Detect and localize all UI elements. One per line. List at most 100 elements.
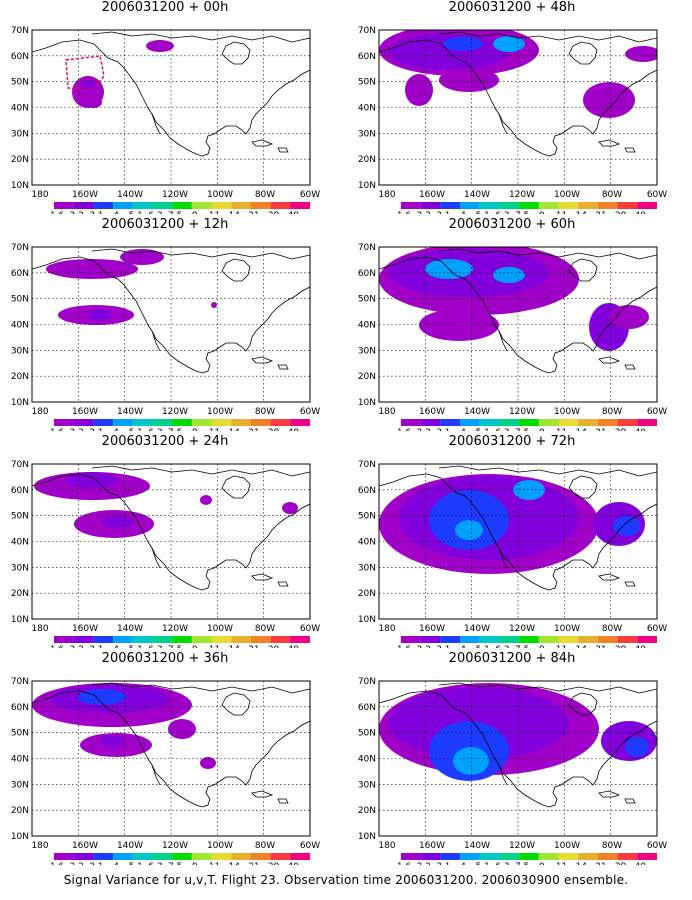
map-frame xyxy=(378,680,658,837)
map-panel: 2006031200 + 84h 70N 60N 50N 40N 30N 20N 10N 180… xyxy=(347,651,677,865)
colorbar-label: 3.1 xyxy=(89,428,103,431)
y-tick-label: 70N xyxy=(11,243,29,253)
colorbar-label: 1.6 xyxy=(50,428,65,431)
colorbar: 1.6 2.2 3.1 4 5.1 6.3 7.5 9 11 14 21 29 40 xyxy=(50,202,310,214)
coastline xyxy=(379,256,562,374)
colorbar-swatch xyxy=(211,636,232,643)
x-tick-label: 60W xyxy=(300,190,320,200)
colorbar-label: 4 xyxy=(113,211,119,214)
y-tick-label: 30N xyxy=(11,780,29,790)
x-tick-label: 160W xyxy=(419,190,445,200)
colorbar-label: 5.1 xyxy=(476,211,490,214)
coastline xyxy=(379,690,562,808)
y-tick-label: 70N xyxy=(358,243,376,253)
colorbar-swatch xyxy=(211,202,232,209)
coastline xyxy=(379,473,562,591)
y-tick-label: 50N xyxy=(11,729,29,739)
colorbar-label: 3.1 xyxy=(436,211,450,214)
colorbar-swatch xyxy=(211,419,232,426)
colorbar-swatch xyxy=(578,636,598,643)
y-tick-label: 50N xyxy=(11,295,29,305)
colorbar-label: 14 xyxy=(576,211,588,214)
colorbar-label: 4 xyxy=(460,428,466,431)
coastline xyxy=(213,286,310,352)
colorbar-label: 9 xyxy=(192,862,198,865)
coastline xyxy=(221,692,251,716)
colorbar-swatch xyxy=(270,636,291,643)
coastline xyxy=(568,692,598,716)
coastline xyxy=(438,31,657,43)
coastline xyxy=(498,113,508,135)
coastline xyxy=(598,573,621,581)
y-tick-label: 20N xyxy=(358,806,376,816)
colorbar-label: 5.1 xyxy=(476,862,490,865)
colorbar-label: 2.2 xyxy=(70,428,84,431)
colorbar-swatch xyxy=(538,202,559,209)
x-tick-label: 100W xyxy=(207,841,233,851)
y-tick-label: 20N xyxy=(11,806,29,816)
map-panel: 2006031200 + 12h 70N 60N 50N 40N 30N 20N 10N 180… xyxy=(0,217,330,431)
coastline xyxy=(213,69,310,135)
variance-contour xyxy=(613,516,641,536)
colorbar-label: 21 xyxy=(595,645,606,648)
colorbar-swatch xyxy=(191,636,212,643)
y-tick-label: 30N xyxy=(358,563,376,573)
x-tick-label: 60W xyxy=(647,407,667,417)
y-tick-label: 30N xyxy=(11,563,29,573)
panel-title: 2006031200 + 12h xyxy=(101,217,229,232)
y-tick-label: 50N xyxy=(11,512,29,522)
colorbar-swatch xyxy=(113,419,133,426)
colorbar-swatch xyxy=(578,853,598,860)
colorbar-label: 40 xyxy=(635,645,647,648)
colorbar-label: 14 xyxy=(229,428,241,431)
y-tick-label: 40N xyxy=(358,538,376,548)
colorbar-label: 6.3 xyxy=(148,645,162,648)
variance-contour xyxy=(419,309,499,341)
coastline xyxy=(221,475,251,499)
x-tick-label: 180 xyxy=(378,624,395,634)
colorbar-swatch xyxy=(250,636,271,643)
y-tick-label: 30N xyxy=(358,780,376,790)
colorbar-swatch xyxy=(231,636,251,643)
colorbar-label: 11 xyxy=(556,862,567,865)
colorbar-swatch xyxy=(93,202,114,209)
coastline xyxy=(221,41,251,65)
map-panel: 2006031200 + 00h 70N 60N 50N 40N 30N 20N 10N 180… xyxy=(0,0,330,214)
variance-contour xyxy=(455,520,483,540)
x-tick-label: 80W xyxy=(602,841,622,851)
coastline xyxy=(221,258,251,282)
colorbar-swatch xyxy=(637,202,657,209)
colorbar-swatch xyxy=(231,419,251,426)
colorbar-swatch xyxy=(519,636,539,643)
coastline xyxy=(598,790,621,798)
x-tick-label: 140W xyxy=(464,190,490,200)
colorbar-label: 2.2 xyxy=(70,211,84,214)
variance-contour xyxy=(443,37,483,51)
colorbar-label: 5.1 xyxy=(129,645,143,648)
colorbar-label: 11 xyxy=(556,211,567,214)
colorbar-label: 14 xyxy=(576,428,588,431)
coastline xyxy=(598,356,621,364)
colorbar-label: 7.5 xyxy=(168,428,182,431)
x-tick-label: 180 xyxy=(378,407,395,417)
colorbar-swatch xyxy=(558,419,579,426)
coastline xyxy=(568,475,598,499)
y-tick-label: 60N xyxy=(358,52,376,62)
colorbar-label: 29 xyxy=(268,428,280,431)
colorbar-swatch xyxy=(499,419,520,426)
colorbar-swatch xyxy=(460,636,480,643)
colorbar-label: 14 xyxy=(229,211,241,214)
colorbar-label: 14 xyxy=(576,862,588,865)
coastline xyxy=(251,139,274,147)
colorbar-label: 7.5 xyxy=(515,645,529,648)
colorbar-swatch xyxy=(113,202,133,209)
coastline xyxy=(91,248,310,260)
colorbar-swatch xyxy=(270,419,291,426)
x-tick-label: 120W xyxy=(509,190,535,200)
x-tick-label: 180 xyxy=(378,841,395,851)
panel-title: 2006031200 + 84h xyxy=(448,651,576,666)
variance-contour xyxy=(493,36,525,52)
